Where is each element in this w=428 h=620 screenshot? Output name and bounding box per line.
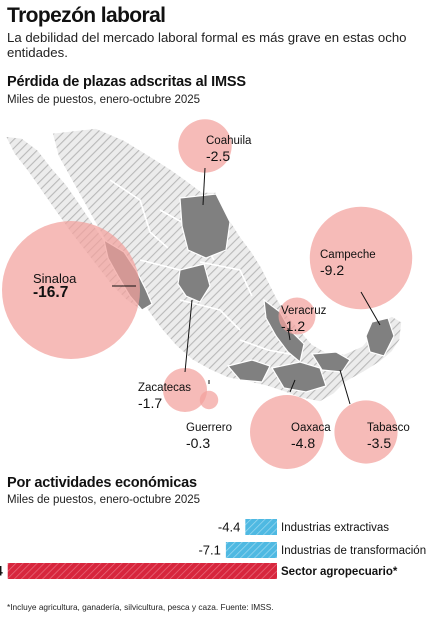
label-campeche: Campeche -9.2: [320, 249, 376, 278]
leader-line-zacatecas: [184, 299, 193, 373]
label-tabasco: Tabasco -3.5: [367, 422, 410, 451]
bar-value-label: -4.4: [218, 520, 240, 535]
state-name: Campeche: [320, 249, 376, 261]
state-name: Veracruz: [281, 305, 327, 317]
bubble-zacatecas: [162, 367, 208, 413]
state-value: -2.5: [206, 148, 231, 164]
chart-title: Tropezón laboral: [7, 4, 166, 27]
bubble-tabasco: [334, 400, 398, 464]
state-zacatecas: [177, 263, 211, 303]
bubble-coahuila: [178, 119, 232, 173]
map-subtitle: Miles de puestos, enero-octubre 2025: [7, 94, 201, 106]
map-title: Pérdida de plazas adscritas al IMSS: [7, 74, 246, 90]
label-guerrero: Guerrero -0.3: [186, 422, 232, 451]
mexico-map: [2, 119, 413, 469]
label-zacatecas: Zacatecas -1.7: [138, 382, 191, 411]
state-campeche: [365, 317, 395, 357]
state-name: Guerrero: [186, 422, 233, 434]
leader-line-campeche: [360, 291, 381, 326]
state-name: Coahuila: [206, 135, 252, 147]
label-sinaloa: Sinaloa -16.7: [33, 272, 76, 301]
footnote: *Incluye agricultura, ganadería, silvicu…: [7, 602, 274, 612]
state-name: Tabasco: [367, 422, 410, 434]
bubble-oaxaca: [250, 395, 324, 469]
leader-line-tabasco: [339, 369, 351, 405]
bubbles: [2, 119, 413, 469]
leader-line-veracruz: [287, 327, 291, 341]
bubble-guerrero: [199, 390, 219, 410]
state-name: Zacatecas: [138, 382, 192, 394]
state-name: Oaxaca: [291, 422, 331, 434]
state-name: Sinaloa: [33, 271, 77, 286]
bar-3: [7, 563, 277, 579]
bar-2: [225, 542, 277, 558]
chart-subtitle: La debilidad del mercado laboral formal …: [7, 30, 407, 60]
state-guerrero: [226, 359, 271, 383]
label-coahuila: Coahuila -2.5: [206, 135, 251, 164]
bubble-sinaloa: [2, 221, 140, 359]
state-value: -0.3: [186, 435, 211, 451]
bars-subtitle: Miles de puestos, enero-octubre 2025: [7, 494, 201, 506]
state-value: -1.7: [138, 395, 163, 411]
state-value: -4.8: [291, 435, 316, 451]
state-value: -16.7: [33, 284, 69, 301]
bar-category-label: Industrias extractivas: [281, 522, 389, 534]
leader-line-coahuila: [202, 167, 206, 206]
sector-bar-chart: -4.4 Industrias extractivas -7.1 Industrias…: [0, 519, 426, 579]
leader-lines: [112, 167, 381, 405]
bubble-campeche: [309, 206, 413, 310]
label-veracruz: Veracruz -1.2: [281, 305, 326, 334]
state-value: -1.2: [281, 318, 306, 334]
state-value: -3.5: [367, 435, 392, 451]
bar-category-label: Industrias de transformación: [281, 545, 426, 557]
state-tabasco: [310, 351, 351, 373]
state-oaxaca: [271, 361, 327, 393]
bar-1: [245, 519, 277, 535]
bar-value-label: -7.1: [198, 543, 220, 558]
bars-title: Por actividades económicas: [7, 475, 197, 491]
bubble-veracruz: [278, 297, 316, 335]
leader-line-oaxaca: [289, 379, 296, 393]
bar-value-label: -37.4: [0, 564, 3, 579]
state-coahuila: [179, 193, 231, 259]
state-value: -9.2: [320, 262, 345, 278]
label-oaxaca: Oaxaca -4.8: [291, 422, 331, 451]
bar-category-label: Sector agropecuario*: [281, 566, 398, 578]
